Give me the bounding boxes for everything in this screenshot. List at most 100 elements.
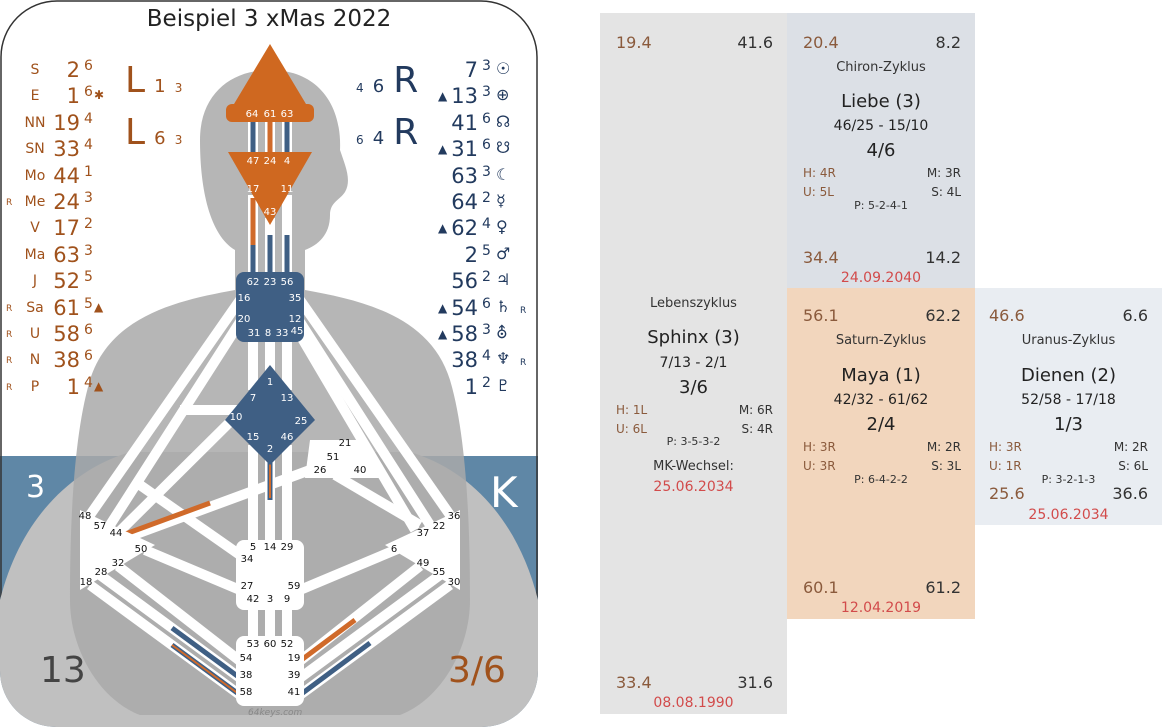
planet-line: 3: [84, 190, 93, 206]
saturn-panel: 56.1 62.2 Saturn-Zyklus Maya (1) 42/32 -…: [787, 288, 975, 619]
planet-symbol-icon: ☋: [496, 138, 511, 158]
design-planet-row: R N 38 6: [6, 348, 116, 372]
bottom-right-profile: 3/6: [448, 650, 506, 691]
gate-number: 33: [276, 328, 289, 339]
planet-symbol-icon: ♃: [496, 270, 511, 290]
watermark: 64keys.com: [248, 708, 303, 718]
mk-wechsel-date: 25.06.2034: [653, 479, 734, 495]
gate-number: 38: [240, 670, 253, 681]
planet-gate: 31: [451, 137, 478, 162]
bodygraph-card: 64 61 63 47 24 4 17 11 43 62 23 56 16 35 20 12 31 8 33 45 1 7…: [0, 0, 538, 727]
corner-bottom-right: 36.6: [1112, 484, 1148, 503]
left-arrow-num-small: 3: [174, 133, 183, 147]
solar-plexus-center: [385, 510, 460, 590]
planet-gate: 38: [451, 348, 478, 373]
planet-line: 4: [84, 110, 93, 127]
gate-number: 34: [241, 554, 254, 565]
gate-number: 13: [281, 393, 294, 404]
cycle-profile: 4/6: [866, 140, 896, 161]
cycle-gates: 52/58 - 17/18: [1021, 392, 1116, 408]
planet-gate: 61: [53, 295, 80, 320]
planet-gate: 64: [451, 190, 478, 214]
gate-number: 54: [240, 653, 253, 664]
planet-gate: 19: [53, 110, 80, 135]
gate-number: 52: [281, 639, 294, 650]
gate-number: 60: [264, 639, 277, 650]
corner-bottom-right: 31.6: [737, 673, 773, 692]
ajna-center: [228, 152, 312, 225]
cycle-u: U: 1R: [989, 459, 1022, 473]
cycle-m: M: 3R: [926, 166, 961, 180]
design-planet-row: R Me 24 3: [6, 190, 116, 214]
left-arrow-top: L 1 3: [125, 60, 182, 101]
cycle-m: M: 6R: [738, 403, 773, 417]
gate-number: 63: [281, 109, 294, 120]
gate-number: 45: [291, 326, 304, 337]
planet-gate: 63: [451, 163, 478, 188]
cycle-date: 08.08.1990: [653, 695, 734, 711]
gate-number: 22: [433, 521, 446, 532]
cycle-m: M: 2R: [1113, 440, 1148, 454]
planet-symbol-icon: ♀: [496, 217, 508, 237]
retro-prefix: R: [6, 356, 13, 367]
planet-line: 3: [482, 163, 491, 180]
gate-number: 53: [247, 639, 260, 650]
planet-line: 5: [84, 295, 93, 312]
gate-number: 37: [417, 528, 430, 539]
cycle-p: P: 6-4-2-2: [854, 473, 908, 486]
gate-number: 43: [264, 207, 277, 218]
personality-planet-row: 56 2 ♃: [432, 269, 532, 293]
root-center: [236, 636, 304, 706]
gate-number: 1: [267, 377, 273, 388]
gate-number: 48: [79, 511, 92, 522]
gate-number: 62: [247, 277, 260, 288]
planet-label: V: [30, 220, 40, 237]
gate-number: 14: [264, 542, 277, 553]
planet-gate: 44: [53, 163, 80, 188]
gate-number: 21: [339, 438, 352, 449]
g-center: [225, 365, 315, 465]
planet-line: 6: [482, 295, 491, 312]
cycle-p: P: 5-2-4-1: [854, 199, 908, 212]
planet-symbol-icon: ⛢: [496, 323, 508, 342]
personality-planet-row: 63 3 ☾: [432, 164, 532, 188]
gate-number: 24: [264, 156, 277, 167]
planet-symbol-icon: ☊: [496, 111, 511, 131]
gate-number: 36: [448, 511, 461, 522]
gate-number: 15: [247, 432, 260, 443]
cycle-title: Lebenszyklus: [650, 296, 737, 311]
gate-number: 61: [264, 109, 277, 120]
personality-planet-row: ▲ 31 6 ☋: [432, 137, 532, 161]
planet-label: Sa: [26, 299, 44, 316]
heart-center: [305, 440, 380, 478]
spleen-center: [80, 510, 155, 590]
planet-line: 6: [84, 348, 93, 365]
design-planet-row: SN 33 4: [6, 137, 116, 161]
planet-line: 4: [482, 348, 491, 365]
design-planet-row: NN 19 4: [6, 111, 116, 135]
planet-symbol-icon: ♄: [496, 296, 511, 316]
cycle-profile: 3/6: [679, 377, 708, 398]
left-arrow-num: 1: [154, 76, 166, 97]
corner-bottom-left: 33.4: [616, 673, 652, 692]
planet-label: Ma: [24, 246, 46, 263]
gate-number: 18: [80, 577, 93, 588]
cycle-s: S: 4R: [741, 422, 773, 436]
cycle-u: U: 3R: [803, 459, 836, 473]
corner-bottom-left: 25.6: [989, 484, 1025, 503]
sacral-center: [236, 540, 304, 610]
planet-gate: 62: [451, 216, 478, 241]
planet-line: 3: [84, 242, 93, 259]
retro-prefix: R: [6, 198, 13, 208]
planet-mark: ▲: [438, 89, 448, 104]
design-planet-row: J 52 5: [6, 269, 116, 293]
gate-number: 17: [247, 184, 260, 195]
gate-number: 12: [289, 314, 302, 325]
planet-mark: ▲: [438, 142, 448, 157]
definition-letter: K: [490, 468, 518, 517]
cycle-name: Sphinx (3): [647, 327, 740, 348]
chiron-panel: 20.4 8.2 Chiron-Zyklus Liebe (3) 46/25 -…: [787, 13, 975, 288]
